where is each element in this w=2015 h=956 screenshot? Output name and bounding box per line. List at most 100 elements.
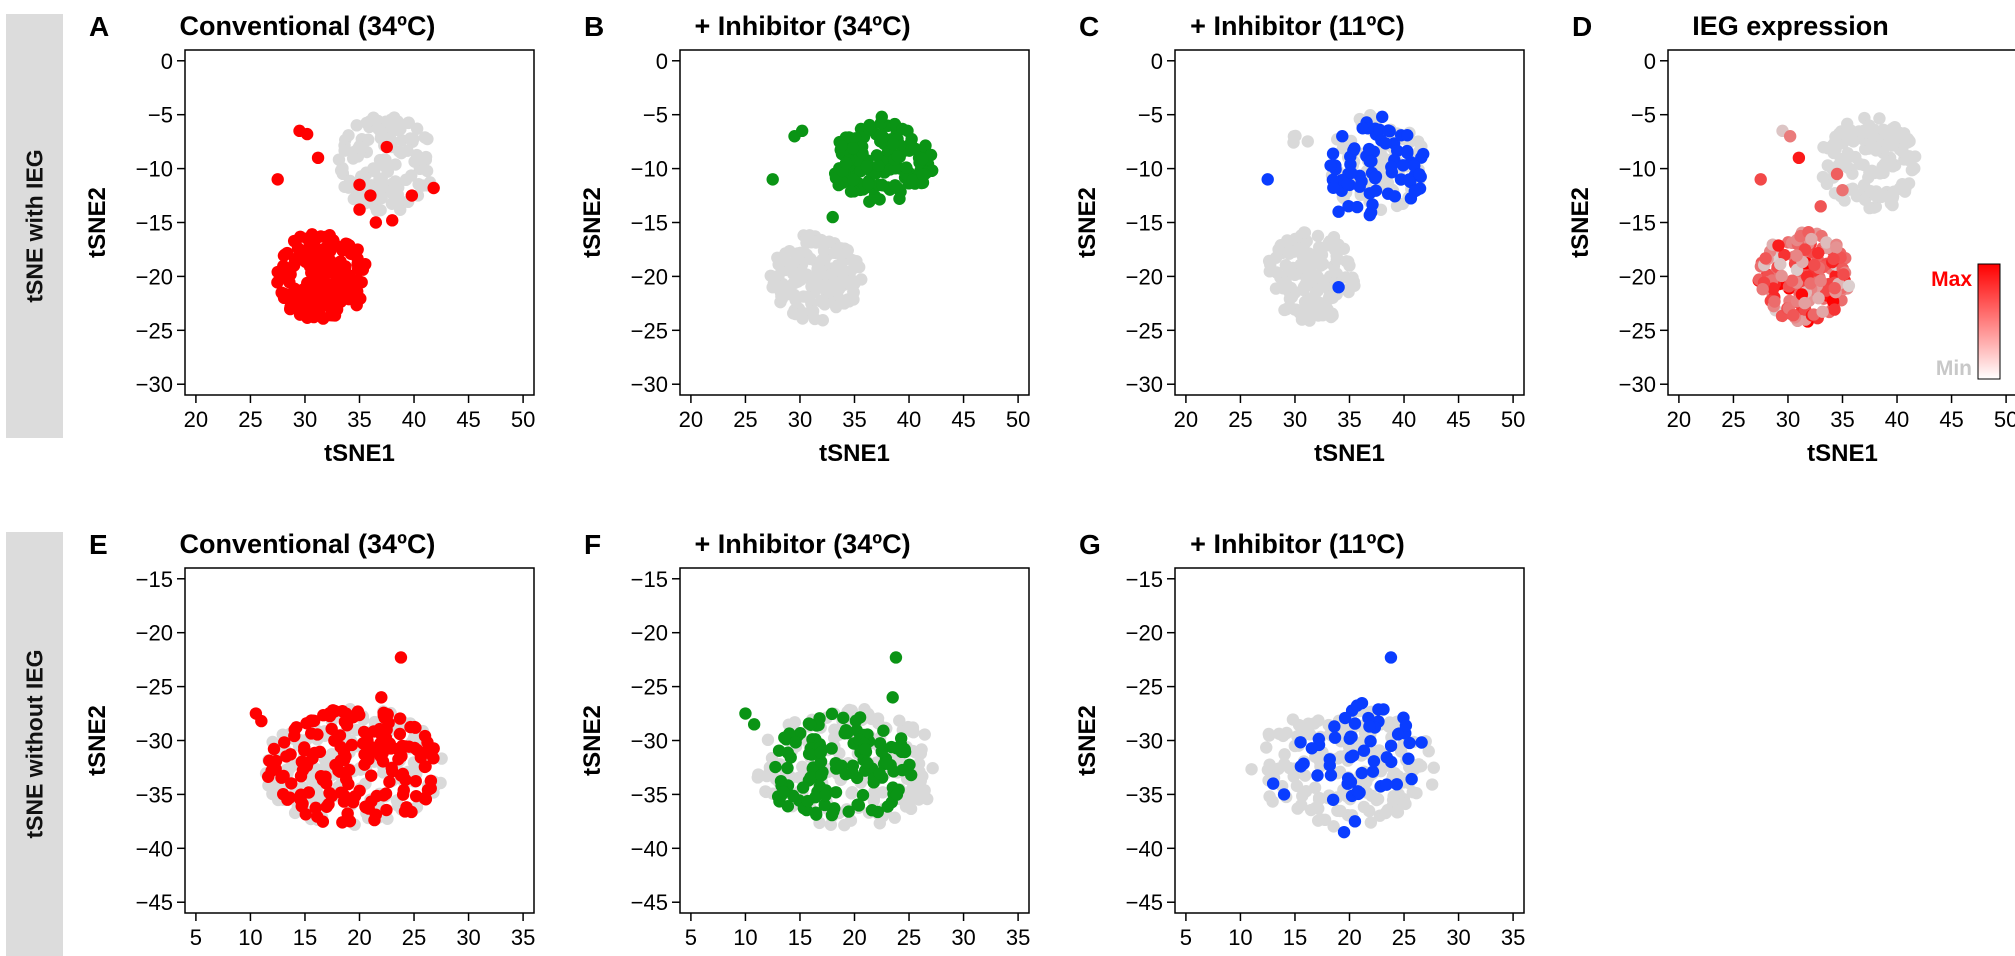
data-point-highlight	[781, 746, 795, 759]
data-point-highlight	[305, 727, 318, 740]
y-tick-label: −15	[1619, 211, 1656, 236]
data-point-highlight	[1324, 159, 1337, 172]
data-point-highlight	[900, 161, 913, 174]
data-point-highlight	[796, 781, 810, 794]
x-tick-label: 30	[1446, 925, 1470, 950]
data-point-highlight	[1379, 137, 1392, 150]
data-point-background	[1287, 130, 1301, 143]
data-point-background	[1303, 314, 1316, 327]
y-tick-label: −15	[136, 567, 173, 592]
data-point-background	[399, 173, 413, 187]
x-tick-label: 30	[788, 407, 812, 432]
data-point-highlight	[1369, 184, 1383, 197]
y-tick-label: −10	[631, 157, 668, 182]
data-point-background	[1887, 185, 1901, 198]
data-point-highlight	[290, 286, 304, 300]
data-point-highlight	[839, 156, 853, 170]
data-point-highlight	[886, 691, 899, 704]
data-point-highlight	[809, 806, 823, 819]
data-point-background	[893, 714, 906, 727]
data-point-highlight	[340, 719, 354, 732]
data-point-highlight	[328, 734, 341, 747]
data-point-background	[832, 280, 845, 294]
data-point-highlight	[383, 775, 396, 789]
x-tick-label: 5	[685, 925, 697, 950]
data-point-highlight	[277, 249, 291, 262]
data-point-highlight	[891, 150, 904, 163]
data-point-highlight	[1385, 755, 1398, 769]
x-tick-label: 40	[1392, 407, 1416, 432]
data-point-highlight	[875, 745, 888, 758]
data-point-highlight	[396, 739, 409, 753]
data-point-highlight	[1328, 731, 1342, 744]
data-point-background	[1422, 745, 1435, 758]
data-point-highlight	[1401, 129, 1414, 142]
data-point-highlight	[739, 707, 752, 720]
data-point-highlight	[1783, 130, 1797, 143]
panel-letter: B	[584, 11, 604, 42]
y-tick-label: −5	[1138, 103, 1163, 128]
y-axis-label: tSNE2	[1567, 187, 1594, 258]
data-point-background	[416, 179, 429, 192]
data-point-highlight	[1338, 711, 1352, 725]
data-point-highlight	[345, 738, 359, 752]
data-point-highlight	[1345, 166, 1358, 180]
data-point-highlight	[386, 214, 399, 227]
data-point-background	[1316, 274, 1330, 287]
data-point-highlight	[263, 754, 276, 767]
data-point-background	[1847, 135, 1860, 148]
data-point-highlight	[299, 808, 312, 821]
data-point-highlight	[1372, 703, 1385, 716]
data-point-background	[1342, 255, 1355, 268]
data-point-background	[1364, 816, 1378, 829]
data-point-highlight	[845, 766, 859, 779]
data-point-highlight	[285, 777, 298, 790]
y-tick-label: −40	[1126, 836, 1163, 861]
data-point-highlight	[1336, 130, 1349, 143]
data-point-highlight	[370, 789, 383, 803]
y-tick-label: 0	[1644, 49, 1656, 74]
data-point-highlight	[1388, 190, 1402, 203]
data-point-highlight	[346, 796, 360, 809]
panel-title: + Inhibitor (11ºC)	[1190, 11, 1405, 41]
data-point-background	[828, 731, 841, 745]
data-point-highlight	[369, 808, 383, 821]
x-tick-label: 25	[1721, 407, 1745, 432]
data-point-highlight	[365, 769, 378, 782]
y-tick-label: −40	[136, 836, 173, 861]
data-point-background	[1298, 226, 1312, 239]
data-point-highlight	[380, 140, 393, 154]
y-tick-label: −5	[148, 103, 173, 128]
data-point-highlight	[421, 783, 435, 797]
data-point-background	[354, 141, 367, 155]
colorbar-max-label: Max	[1931, 268, 1972, 291]
data-point-highlight	[842, 805, 855, 818]
data-point-highlight	[427, 752, 440, 765]
data-point-highlight	[1814, 200, 1827, 213]
data-point-background	[387, 196, 400, 210]
data-point-highlight	[786, 789, 800, 803]
data-point-background	[1886, 122, 1899, 136]
y-tick-label: −10	[1126, 157, 1163, 182]
data-point-background	[1816, 170, 1830, 184]
data-point-highlight	[1353, 180, 1366, 193]
data-point-background	[1371, 792, 1385, 806]
data-point-highlight	[1828, 281, 1841, 295]
data-point-highlight	[1403, 173, 1416, 186]
data-point-highlight	[1332, 280, 1345, 294]
data-point-background	[374, 203, 387, 217]
data-point-highlight	[859, 742, 872, 756]
data-point-background	[1323, 290, 1336, 304]
data-point-background	[1309, 286, 1323, 299]
x-tick-label: 25	[238, 407, 262, 432]
x-tick-label: 30	[1776, 407, 1800, 432]
y-tick-label: −20	[631, 264, 668, 289]
data-point-highlight	[1348, 717, 1362, 730]
data-point-highlight	[1385, 160, 1398, 174]
data-point-highlight	[341, 807, 354, 820]
data-point-highlight	[870, 149, 884, 162]
data-point-highlight	[1402, 752, 1415, 765]
data-point-highlight	[298, 744, 311, 757]
x-axis-label: tSNE1	[1314, 440, 1385, 467]
